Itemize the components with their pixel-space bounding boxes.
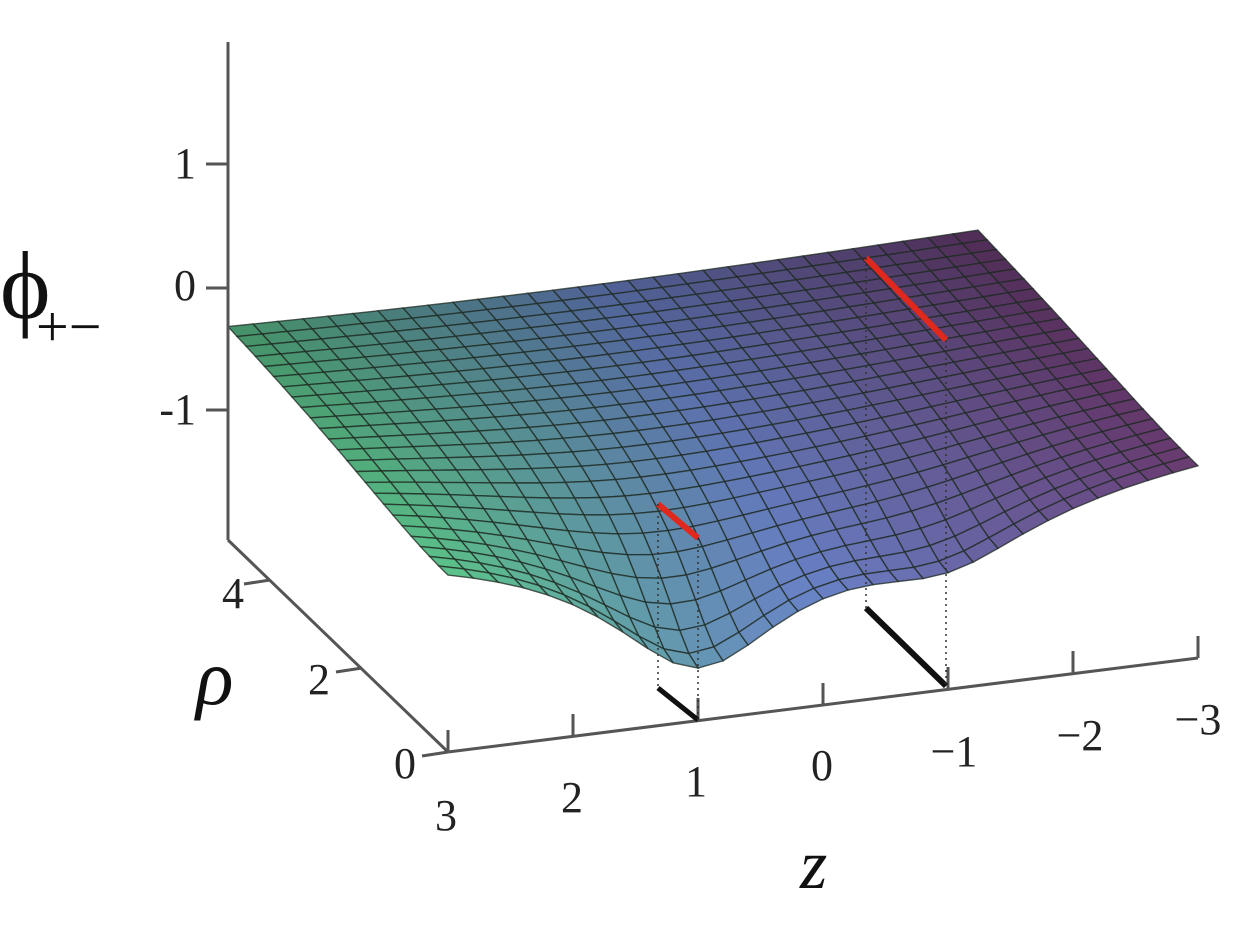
rho-tick-label: 4 (222, 569, 244, 618)
z-tick-label: 1 (685, 757, 707, 806)
ticks (206, 162, 1200, 758)
rho-tick (243, 578, 271, 586)
phi-tick-label: 1 (174, 139, 196, 188)
rho-axis (226, 538, 450, 754)
rho-tick (335, 666, 363, 674)
z-axis-title: z (799, 827, 827, 904)
rho-tick-label: 0 (394, 739, 416, 788)
phi-axis-subscript: +− (36, 294, 101, 359)
z-tick-label: 0 (811, 741, 833, 790)
axis-titles: ϕ +− ρ z (0, 232, 827, 904)
phi-axis-title: ϕ (0, 232, 51, 339)
z-tick-label: 2 (561, 773, 583, 822)
tick-labels: 3 2 1 0 −1 −2 −3 0 2 4 1 0 -1 (159, 139, 1221, 840)
z-tick-label: 3 (435, 791, 457, 840)
phi-tick-label: 0 (174, 261, 196, 310)
rho-axis-title: ρ (194, 634, 233, 721)
surface-mesh (226, 229, 1200, 670)
rho-tick (421, 750, 449, 758)
surface-patch (436, 565, 475, 580)
highlight-segment (863, 255, 949, 343)
projection-guides (656, 255, 949, 722)
projected-segment (656, 686, 700, 722)
z-tick-label: −2 (1057, 711, 1104, 760)
projected-segment (863, 605, 949, 689)
z-tick-label: −3 (1175, 695, 1222, 744)
highlight-segment (656, 501, 700, 541)
phi-tick-label: -1 (159, 385, 196, 434)
z-tick-label: −1 (931, 727, 978, 776)
rho-tick-label: 2 (308, 655, 330, 704)
